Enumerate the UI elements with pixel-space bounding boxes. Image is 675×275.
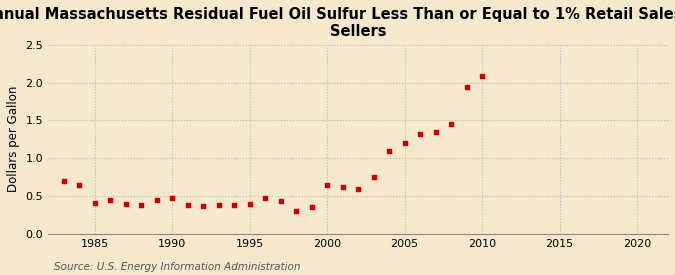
Point	[352, 186, 363, 191]
Point	[198, 204, 209, 208]
Point	[399, 141, 410, 145]
Point	[477, 74, 487, 79]
Point	[120, 202, 131, 206]
Y-axis label: Dollars per Gallon: Dollars per Gallon	[7, 86, 20, 192]
Text: Source: U.S. Energy Information Administration: Source: U.S. Energy Information Administ…	[54, 262, 300, 272]
Point	[89, 201, 100, 205]
Point	[213, 203, 224, 207]
Title: Annual Massachusetts Residual Fuel Oil Sulfur Less Than or Equal to 1% Retail Sa: Annual Massachusetts Residual Fuel Oil S…	[0, 7, 675, 39]
Point	[322, 183, 333, 187]
Point	[167, 196, 178, 200]
Point	[291, 209, 302, 213]
Point	[182, 203, 193, 207]
Point	[151, 198, 162, 202]
Point	[430, 130, 441, 134]
Point	[275, 199, 286, 204]
Point	[306, 205, 317, 210]
Point	[105, 198, 115, 202]
Point	[383, 148, 394, 153]
Point	[414, 132, 425, 136]
Point	[74, 183, 84, 187]
Point	[260, 196, 271, 200]
Point	[446, 122, 456, 127]
Point	[58, 179, 69, 183]
Point	[136, 203, 146, 207]
Point	[461, 85, 472, 89]
Point	[338, 185, 348, 189]
Point	[368, 175, 379, 179]
Point	[229, 203, 240, 207]
Point	[244, 202, 255, 206]
